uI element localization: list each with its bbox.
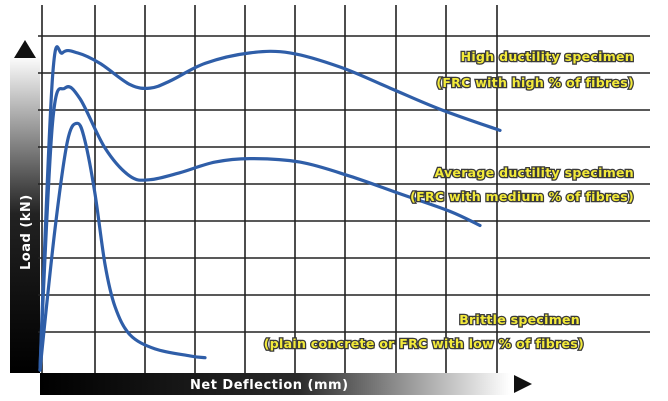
annotations: High ductility specimen (FRC with high %… (262, 48, 635, 353)
y-axis-arrow-icon (14, 40, 36, 58)
y-axis-label: Load (kN) (19, 194, 34, 270)
series-brittle-description: (plain concrete or FRC with low % of fib… (264, 336, 584, 351)
series-high-description: (FRC with high % of fibres) (436, 75, 634, 90)
series-line-high-ductility (38, 45, 502, 372)
y-axis-bar (10, 55, 40, 373)
series-high-name: High ductility specimen (461, 49, 634, 64)
series-brittle-name: Brittle specimen (459, 312, 580, 327)
series-average-name: Average ductility specimen (434, 165, 634, 180)
series-group (38, 45, 502, 372)
x-axis-label: Net Deflection (mm) (190, 378, 349, 393)
x-axis-bar (40, 373, 510, 395)
x-axis-arrow-icon (514, 375, 532, 393)
series-average-description: (FRC with medium % of fibres) (410, 189, 634, 204)
grid (38, 5, 650, 373)
series-line-brittle (38, 121, 207, 372)
series-line-average-ductility (38, 85, 482, 372)
